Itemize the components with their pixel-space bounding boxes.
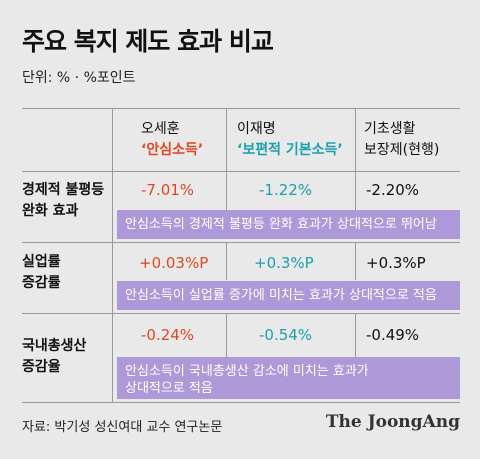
table-bottom-border — [22, 402, 460, 403]
row-label-line2: 완화 효과 — [22, 203, 79, 219]
note-line1: 안심소득이 국내총생산 감소에 미치는 효과가 — [125, 364, 369, 379]
note-line2: 상대적으로 적음 — [125, 381, 213, 396]
row-label-line1: 실업률 — [22, 254, 61, 270]
value-cell: +0.3%P — [254, 254, 314, 272]
value-cell: +0.3%P — [366, 254, 426, 272]
column-divider — [355, 108, 356, 210]
value-cell: -7.01% — [141, 181, 195, 199]
value-cell: -1.22% — [259, 181, 313, 199]
note-banner: 안심소득이 실업률 증가에 미치는 효과가 상대적으로 적음 — [117, 281, 460, 310]
row-label-line1: 국내총생산 — [22, 338, 87, 354]
column-header-name: 이재명 — [237, 121, 276, 137]
column-header-line1: 기초생활 — [364, 121, 416, 137]
row-label-gdp: 국내총생산 증감율 — [22, 336, 86, 378]
value-cell: -2.20% — [366, 181, 420, 199]
row-divider — [22, 171, 460, 172]
note-banner: 안심소득이 국내총생산 감소에 미치는 효과가 상대적으로 적음 — [117, 357, 460, 399]
row-label-inequality: 경제적 불평등 완화 효과 — [22, 180, 104, 222]
column-divider — [226, 108, 227, 210]
column-header-basic-livelihood: 기초생활 보장제(현행) — [364, 119, 439, 161]
column-divider — [226, 242, 227, 280]
row-label-line2: 증감율 — [22, 359, 61, 375]
column-header-policy: ‘안심소득’ — [141, 142, 204, 158]
table-top-border — [22, 108, 460, 109]
page-title: 주요 복지 제도 효과 비교 — [22, 27, 274, 56]
row-label-line1: 경제적 불평등 — [22, 182, 105, 198]
column-divider — [355, 242, 356, 280]
value-cell: -0.54% — [259, 326, 313, 344]
row-divider — [22, 242, 460, 243]
value-cell: -0.49% — [366, 326, 420, 344]
unit-label: 단위: % · %포인트 — [22, 70, 136, 86]
column-divider — [355, 313, 356, 357]
row-divider — [22, 313, 460, 314]
column-header-ahn-sim: 오세훈 ‘안심소득’ — [141, 119, 203, 161]
column-header-name: 오세훈 — [141, 121, 180, 137]
note-banner: 안심소득의 경제적 불평등 완화 효과가 상대적으로 뛰어남 — [117, 210, 460, 239]
column-header-line2: 보장제(현행) — [364, 142, 440, 158]
column-divider — [112, 108, 113, 402]
source-credit: 자료: 박기성 성신여대 교수 연구논문 — [22, 420, 223, 435]
column-header-basic-income: 이재명 ‘보편적 기본소득’ — [237, 119, 343, 161]
row-label-line2: 증감률 — [22, 275, 61, 291]
value-cell: -0.24% — [141, 326, 195, 344]
row-label-unemployment: 실업률 증감률 — [22, 252, 61, 294]
column-header-policy: ‘보편적 기본소득’ — [237, 142, 343, 158]
publisher-logo: The JoongAng — [325, 412, 460, 432]
column-divider — [226, 313, 227, 357]
value-cell: +0.03%P — [139, 254, 209, 272]
